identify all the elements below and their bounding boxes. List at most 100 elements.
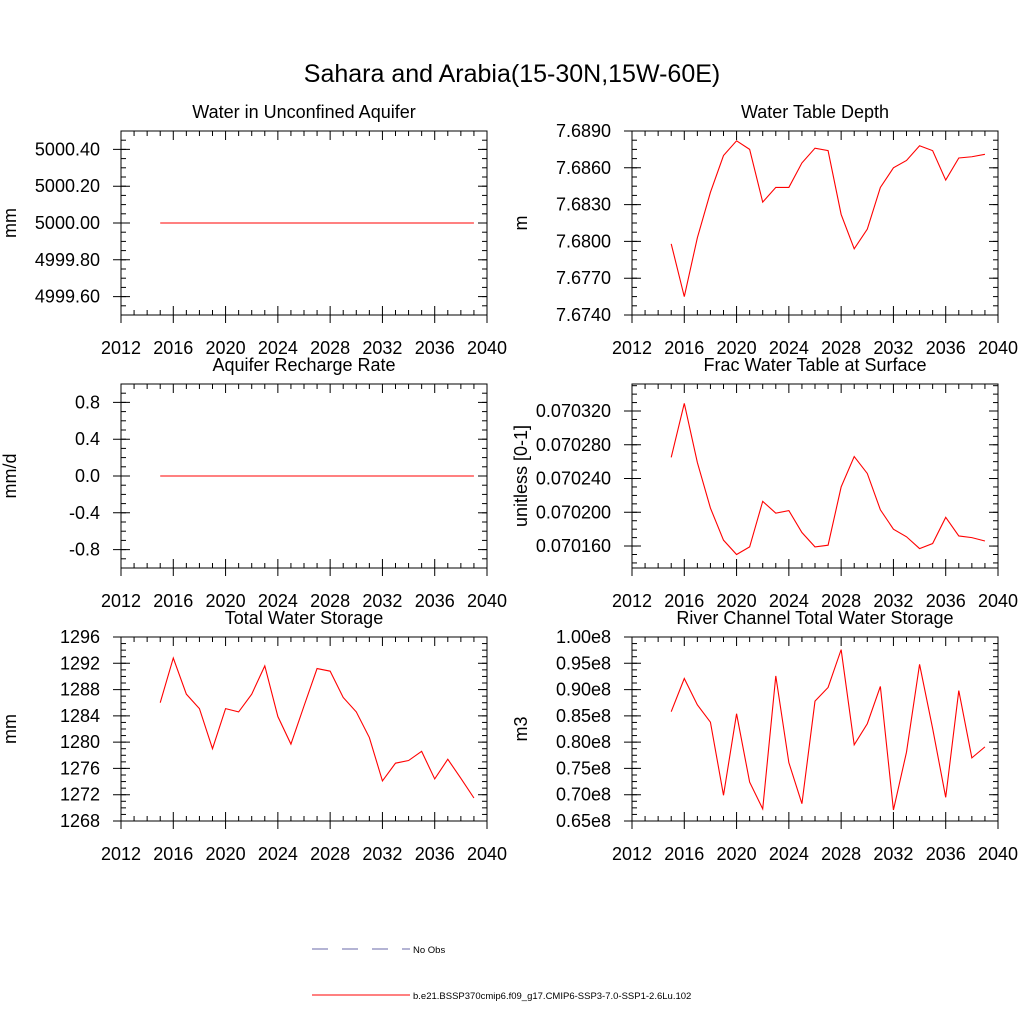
y-axis-label: mm/d <box>0 454 20 499</box>
y-tick-label: 0.75e8 <box>556 758 611 778</box>
y-axis-label: mm <box>0 208 20 238</box>
x-tick-label: 2036 <box>926 844 966 864</box>
x-tick-label: 2016 <box>153 591 193 611</box>
y-tick-label: 1272 <box>60 785 100 805</box>
panel-title: Total Water Storage <box>225 608 383 628</box>
y-axis-label: mm <box>0 714 20 744</box>
x-tick-label: 2028 <box>310 338 350 358</box>
panel-5: Total Water Storage mm 2012 2016 2020 2024 202… <box>0 608 507 864</box>
y-tick-label: 0.070280 <box>536 435 611 455</box>
y-tick-label: 0.90e8 <box>556 680 611 700</box>
x-tick-label: 2036 <box>926 591 966 611</box>
y-tick-label: 5000.00 <box>35 213 100 233</box>
x-tick-label: 2020 <box>206 591 246 611</box>
legend-model-label: b.e21.BSSP370cmip6.f09_g17.CMIP6-SSP3-7.… <box>413 991 691 1002</box>
x-tick-label: 2040 <box>467 844 507 864</box>
panels: Water in Unconfined Aquifer mm 2012 2016 202… <box>0 102 1018 864</box>
x-tick-label: 2016 <box>664 338 704 358</box>
x-tick-label: 2016 <box>153 844 193 864</box>
y-tick-label: 7.6800 <box>556 231 611 251</box>
x-tick-label: 2012 <box>612 591 652 611</box>
panel-3: Aquifer Recharge Rate mm/d 2012 2016 2020 202… <box>0 355 507 611</box>
x-tick-label: 2032 <box>362 844 402 864</box>
y-tick-label: 0.070200 <box>536 502 611 522</box>
x-tick-label: 2024 <box>769 591 809 611</box>
panel-2: Water Table Depth m 2012 2016 2020 2024 2028 20… <box>511 102 1018 358</box>
x-tick-label: 2036 <box>415 338 455 358</box>
x-tick-label: 2036 <box>415 591 455 611</box>
y-tick-label: -0.8 <box>69 540 100 560</box>
y-tick-label: 7.6770 <box>556 268 611 288</box>
series-line <box>159 656 475 799</box>
figure-title: Sahara and Arabia(15-30N,15W-60E) <box>304 60 720 88</box>
x-tick-label: 2032 <box>362 591 402 611</box>
y-tick-label: 0.070160 <box>536 536 611 556</box>
x-tick-label: 2028 <box>310 591 350 611</box>
legend: No Obs b.e21.BSSP370cmip6.f09_g17.CMIP6-… <box>312 945 691 1002</box>
x-tick-label: 2020 <box>206 338 246 358</box>
x-tick-label: 2040 <box>978 591 1018 611</box>
panel-title: Water Table Depth <box>741 102 889 122</box>
y-tick-label: 1288 <box>60 680 100 700</box>
panel-6: River Channel Total Water Storage m3 2012 2… <box>511 608 1018 864</box>
y-axis-label: unitless [0-1] <box>511 425 531 527</box>
x-tick-label: 2040 <box>467 338 507 358</box>
x-tick-label: 2028 <box>821 338 861 358</box>
y-tick-label: 7.6740 <box>556 305 611 325</box>
x-tick-label: 2028 <box>821 591 861 611</box>
y-tick-label: 0.070240 <box>536 469 611 489</box>
y-tick-label: 1276 <box>60 758 100 778</box>
y-tick-label: 0.0 <box>75 466 100 486</box>
y-tick-label: -0.4 <box>69 503 100 523</box>
x-tick-label: 2036 <box>926 338 966 358</box>
x-tick-label: 2012 <box>101 338 141 358</box>
x-tick-label: 2024 <box>769 844 809 864</box>
legend-obs-label: No Obs <box>413 945 445 956</box>
y-tick-label: 1.00e8 <box>556 627 611 647</box>
x-tick-label: 2024 <box>258 591 298 611</box>
x-tick-label: 2012 <box>101 844 141 864</box>
plot-frame <box>631 636 999 822</box>
x-tick-label: 2016 <box>664 844 704 864</box>
y-tick-label: 4999.80 <box>35 250 100 270</box>
x-tick-label: 2016 <box>153 338 193 358</box>
x-tick-label: 2020 <box>717 591 757 611</box>
y-tick-label: 4999.60 <box>35 287 100 307</box>
y-tick-label: 0.95e8 <box>556 653 611 673</box>
panel-1: Water in Unconfined Aquifer mm 2012 2016 202… <box>0 102 507 358</box>
x-tick-label: 2024 <box>258 844 298 864</box>
panel-4: Frac Water Table at Surface unitless [0-1… <box>511 355 1018 611</box>
y-tick-label: 5000.40 <box>35 139 100 159</box>
panel-title: River Channel Total Water Storage <box>676 608 953 628</box>
y-tick-label: 5000.20 <box>35 176 100 196</box>
y-tick-label: 0.8 <box>75 392 100 412</box>
y-tick-label: 0.85e8 <box>556 706 611 726</box>
x-tick-label: 2012 <box>612 338 652 358</box>
y-tick-label: 1296 <box>60 627 100 647</box>
x-tick-label: 2016 <box>664 591 704 611</box>
panel-title: Aquifer Recharge Rate <box>212 355 395 375</box>
series-line <box>670 403 986 556</box>
x-tick-label: 2024 <box>769 338 809 358</box>
y-tick-label: 7.6890 <box>556 121 611 141</box>
x-tick-label: 2036 <box>415 844 455 864</box>
y-tick-label: 7.6830 <box>556 195 611 215</box>
x-tick-label: 2032 <box>362 338 402 358</box>
y-tick-label: 1280 <box>60 732 100 752</box>
y-tick-label: 0.70e8 <box>556 785 611 805</box>
y-tick-label: 0.65e8 <box>556 811 611 831</box>
y-tick-label: 1268 <box>60 811 100 831</box>
x-tick-label: 2020 <box>717 844 757 864</box>
panel-title: Water in Unconfined Aquifer <box>192 102 415 122</box>
series-line <box>670 649 986 811</box>
panel-title: Frac Water Table at Surface <box>703 355 926 375</box>
y-axis-label: m3 <box>511 716 531 741</box>
series-line <box>670 140 986 297</box>
y-tick-label: 0.80e8 <box>556 732 611 752</box>
y-tick-label: 0.4 <box>75 429 100 449</box>
x-tick-label: 2020 <box>206 844 246 864</box>
y-tick-label: 1284 <box>60 706 100 726</box>
y-axis-label: m <box>511 216 531 231</box>
x-tick-label: 2040 <box>467 591 507 611</box>
x-tick-label: 2012 <box>612 844 652 864</box>
